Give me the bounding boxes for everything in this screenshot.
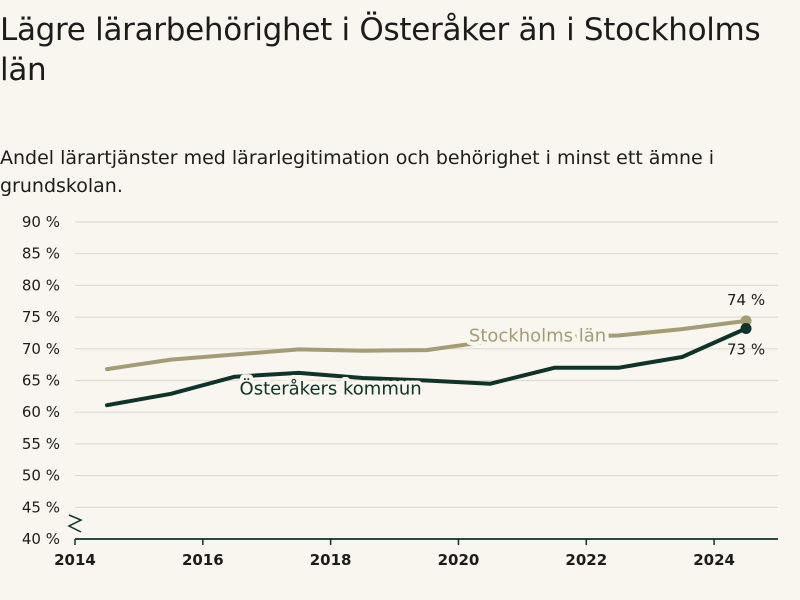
x-axis [67,514,778,545]
x-tick-label: 2022 [565,551,607,569]
y-tick-label: 75 % [22,308,60,326]
end-value-label: 74 % [727,291,765,309]
x-axis-ticks: 2014 2016 2018 2020 2022 2024 [54,551,735,569]
series-line-osterakers-kommun [105,326,748,408]
y-tick-label: 45 % [22,498,60,516]
series-label-osterakers-kommun: Österåkers kommun [240,378,422,400]
y-tick-label: 90 % [22,213,60,231]
y-tick-label: 70 % [22,340,60,358]
x-tick-label: 2020 [438,551,480,569]
y-tick-label: 80 % [22,276,60,294]
axis-break-icon [67,514,83,533]
series-lines [105,315,752,408]
x-tick-label: 2014 [54,551,96,569]
y-tick-label: 85 % [22,245,60,263]
gridlines [75,221,778,508]
x-tick-label: 2016 [182,551,224,569]
chart-title: Lägre lärarbehörighet i Österåker än i S… [0,12,761,88]
x-tick-label: 2018 [310,551,352,569]
y-tick-label: 40 % [22,530,60,548]
chart-subtitle: Andel lärartjänster med lärarlegitimatio… [0,147,715,197]
y-tick-label: 65 % [22,372,60,390]
y-tick-label: 60 % [22,403,60,421]
series-line-stockholms-lan [105,318,748,372]
series-end-point [740,315,752,327]
y-tick-label: 50 % [22,467,60,485]
series-end-point [740,323,752,335]
end-value-label: 73 % [727,341,765,359]
x-tick-label: 2024 [693,551,735,569]
y-axis-ticks: 40 % 45 % 50 % 55 % 60 % 65 % 70 % 75 % 80 % 85 %… [22,213,60,548]
y-tick-label: 55 % [22,435,60,453]
series-label-stockholms-lan: Stockholms län [469,325,606,346]
series-labels: Stockholms län 74 % Österåkers kommun 73 % [236,291,766,404]
